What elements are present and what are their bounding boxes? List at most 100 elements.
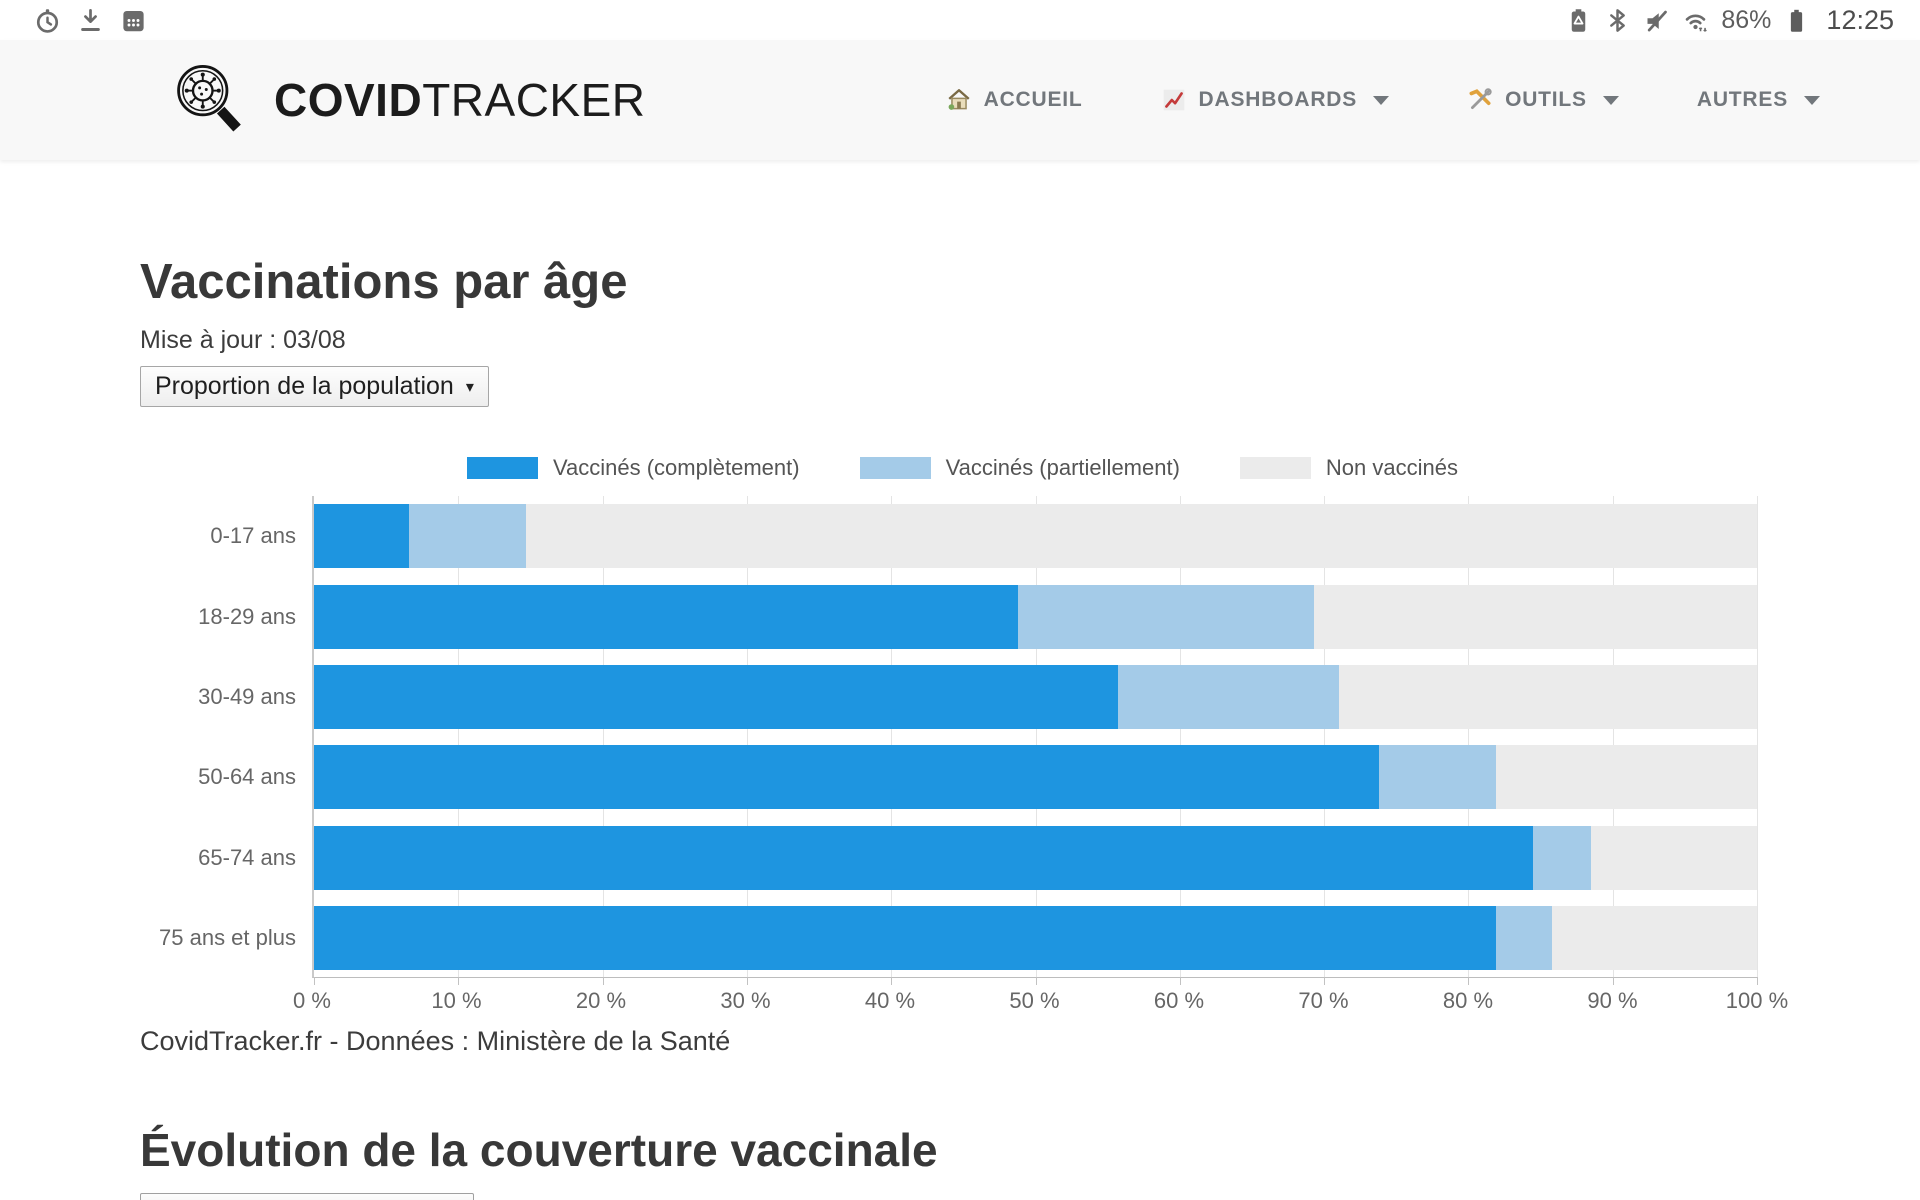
axis-tick [1179,977,1181,985]
legend-item[interactable]: Non vaccinés [1239,455,1458,481]
bar-row [314,745,1757,810]
legend-label: Vaccinés (partiellement) [945,455,1180,480]
legend-label: Vaccinés (complètement) [552,455,800,480]
nav-item-accueil[interactable]: ACCUEIL [946,87,1083,113]
axis-tick [1468,977,1470,985]
axis-tick [1324,977,1326,985]
chevron-down-icon [1373,95,1390,105]
axis-tick-label: 100 % [1725,988,1789,1013]
category-label: 0-17 ans [210,523,296,549]
bar-segment[interactable] [409,504,527,569]
legend-swatch-icon [859,457,931,479]
gridline [1468,496,1470,977]
metric-select-value: Proportion de la population [155,372,454,400]
axis-tick-label: 30 % [720,988,771,1013]
axis-tick-label: 90 % [1587,988,1638,1013]
gridline [602,496,604,977]
chart-plot-area: 0-17 ans 18-29 ans 30-49 ans 50-64 ans 65-74… [159,496,1758,985]
axis-tick [746,977,748,985]
category-label: 18-29 ans [198,603,296,629]
gridline [458,496,460,977]
status-bar-right: 86% 12:25 [1565,5,1894,36]
bar-row [314,504,1757,569]
navbar: COVIDTRACKER ACCUEIL DASHBOARDS [0,40,1920,160]
bar-segment[interactable] [314,664,1118,729]
last-updated: Mise à jour : 03/08 [140,326,346,354]
calendar-icon [123,10,144,31]
axis-tick [1035,977,1037,985]
bar-segment[interactable] [314,745,1379,810]
download-icon [81,8,100,31]
axis-tick [1612,977,1614,985]
bar-segment[interactable] [1338,664,1757,729]
brand[interactable]: COVIDTRACKER [170,59,646,141]
axis-tick-label: 40 % [864,988,916,1013]
axis-tick [458,977,460,985]
covidtracker-logo-icon [177,65,241,132]
bar-segment[interactable] [1495,745,1757,810]
axis-tick [1757,977,1758,985]
axis-tick-label: 10 % [431,988,482,1013]
legend-item[interactable]: Vaccinés (complètement) [466,455,800,481]
chevron-down-icon [1602,95,1619,105]
chart-increasing-icon [1163,89,1184,111]
nav-label: ACCUEIL [983,88,1083,111]
bar-segment[interactable] [1018,584,1314,649]
legend-item[interactable]: Vaccinés (partiellement) [859,455,1180,481]
bar-segment[interactable] [1533,825,1592,890]
axis-tick-label: 0 % [293,988,331,1013]
bar-row [314,664,1757,729]
nav-label: AUTRES [1696,88,1788,111]
category-label: 65-74 ans [198,844,296,870]
data-source: CovidTracker.fr - Données : Ministère de… [140,1026,731,1056]
gridline [746,496,748,977]
page-title: Vaccinations par âge [140,255,628,309]
bar-segment[interactable] [1117,664,1339,729]
gridline [1035,496,1037,977]
brand-bold: COVID [274,74,423,126]
bar-row [314,905,1757,970]
nav-label: OUTILS [1505,88,1587,111]
bar-segment[interactable] [1378,745,1496,810]
battery-icon [1791,9,1803,32]
axis-tick-label: 80 % [1442,988,1494,1013]
alarm-icon [36,8,59,33]
clock: 12:25 [1826,4,1894,35]
bar-segment[interactable] [314,905,1496,970]
gridline [1757,496,1758,977]
gridline [891,496,893,977]
legend-label: Non vaccinés [1325,455,1458,480]
axis-tick-label: 20 % [575,988,627,1013]
nav-item-outils[interactable]: OUTILS [1467,87,1619,113]
metric-select-2[interactable] [140,1193,474,1200]
section-title: Évolution de la couverture vaccinale [140,1124,938,1176]
axis-tick [314,977,315,985]
bar-segment[interactable] [1313,584,1757,649]
category-label: 75 ans et plus [159,924,296,950]
bar-segment[interactable] [314,825,1534,890]
bar-segment[interactable] [1552,905,1757,970]
chart-x-axis: 0 % 10 % 20 % 30 % 40 % 50 % 60 % 70 % 80 % 90 % 1… [293,978,1788,1016]
vaccination-chart: Vaccinés (complètement) Vaccinés (partiel… [140,455,1788,1016]
tools-icon [1469,88,1492,109]
bar-segment[interactable] [1591,825,1757,890]
metric-select[interactable]: Proportion de la population ▾ [140,366,489,407]
wifi-icon [1686,14,1708,32]
bar-segment[interactable] [314,504,410,569]
battery-percent: 86% [1721,5,1772,34]
bar-segment[interactable] [314,584,1019,649]
nav-menu: ACCUEIL DASHBOARDS OUTILS AUTRES [946,87,1820,113]
nav-item-dashboards[interactable]: DASHBOARDS [1161,87,1390,113]
legend-swatch-icon [1239,457,1311,479]
nav-item-autres[interactable]: AUTRES [1697,88,1820,112]
axis-tick [891,977,893,985]
chevron-down-icon [1804,95,1820,105]
bar-segment[interactable] [1495,905,1553,970]
gridline [1324,496,1326,977]
category-label: 30-49 ans [198,683,296,709]
bar-segment[interactable] [526,504,1757,569]
gridline [1179,496,1181,977]
axis-tick [602,977,604,985]
chart-legend: Vaccinés (complètement) Vaccinés (partiel… [140,455,1785,481]
main-content: Vaccinations par âge Mise à jour : 03/08… [0,254,1920,1200]
